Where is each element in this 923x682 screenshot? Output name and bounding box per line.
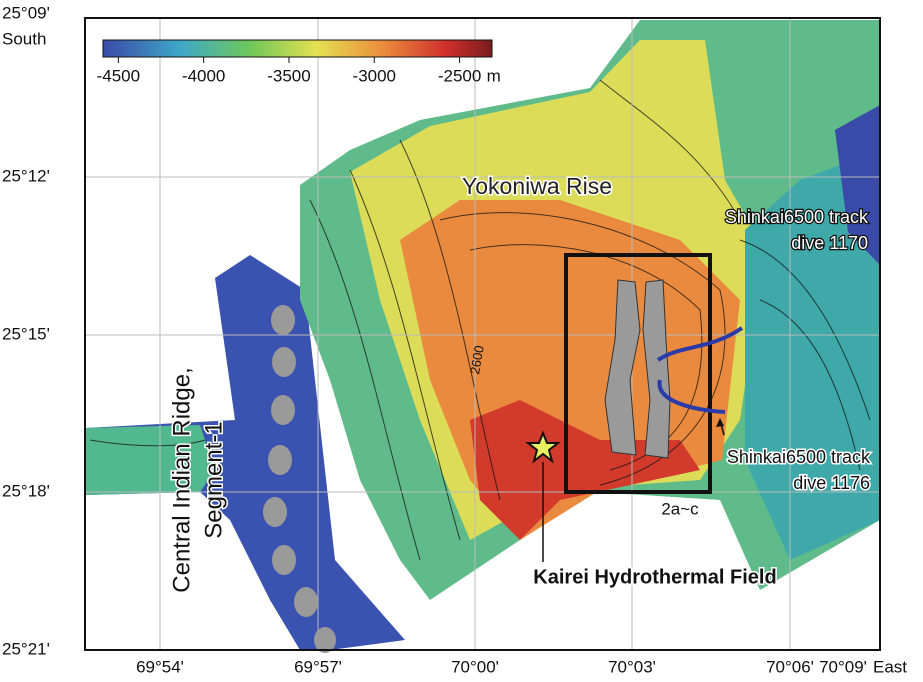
- colorbar-tick-label: -3000: [353, 66, 396, 85]
- lon-label: 70°09': [819, 657, 867, 676]
- colorbar-tick-label: -4000: [182, 66, 225, 85]
- track-label: dive 1176: [793, 473, 870, 493]
- lat-label: 25°18': [2, 481, 50, 500]
- ridge-marker: [271, 395, 295, 425]
- south-label: South: [2, 29, 46, 48]
- lon-label: 70°03': [608, 657, 656, 676]
- lon-labels: 69°54' 69°57' 70°00' 70°03' 70°06' 70°09…: [136, 657, 907, 676]
- lat-label: 25°15': [2, 324, 50, 343]
- ridge-label: Central Indian Ridge,: [168, 367, 195, 592]
- colorbar-unit: m: [487, 66, 501, 85]
- track-label: dive 1170: [791, 233, 868, 253]
- lon-label: 70°00': [451, 657, 499, 676]
- lat-labels: 25°09' South 25°12' 25°15' 25°18' 25°21': [2, 3, 50, 658]
- ridge-marker: [268, 445, 292, 475]
- ridge-marker: [272, 347, 296, 377]
- colorbar-tick-label: -2500: [438, 66, 481, 85]
- colorbar-tick-label: -4500: [97, 66, 140, 85]
- lat-label: 25°12': [2, 166, 50, 185]
- colorbar-tick-label: -3500: [267, 66, 310, 85]
- lon-label: 70°06': [766, 657, 814, 676]
- lon-label: 69°57': [294, 657, 342, 676]
- west-arm: [85, 425, 215, 495]
- ridge-marker: [294, 587, 318, 617]
- box-label: 2a~c: [661, 499, 699, 518]
- ridge-marker: [272, 545, 296, 575]
- ridge-marker: [263, 497, 287, 527]
- lat-label: 25°09': [2, 3, 50, 22]
- track-label: Shinkai6500 track: [727, 447, 871, 467]
- lat-label: 25°21': [2, 639, 50, 658]
- field-label: Kairei Hydrothermal Field: [533, 566, 776, 588]
- ridge-label: Segment-1: [200, 421, 227, 538]
- page: {"map": { "colorbar": {"lim": [-4590, -2…: [0, 0, 923, 682]
- track-label: Shinkai6500 track: [725, 207, 869, 227]
- rise-label: Yokoniwa Rise: [462, 173, 612, 199]
- map: -4500 -4000 -3500 -3000 -2500 m 25°09' South …: [0, 0, 923, 682]
- colorbar-ramp: [103, 40, 492, 57]
- east-label: East: [873, 657, 907, 676]
- ridge-marker: [271, 305, 295, 335]
- lon-label: 69°54': [136, 657, 184, 676]
